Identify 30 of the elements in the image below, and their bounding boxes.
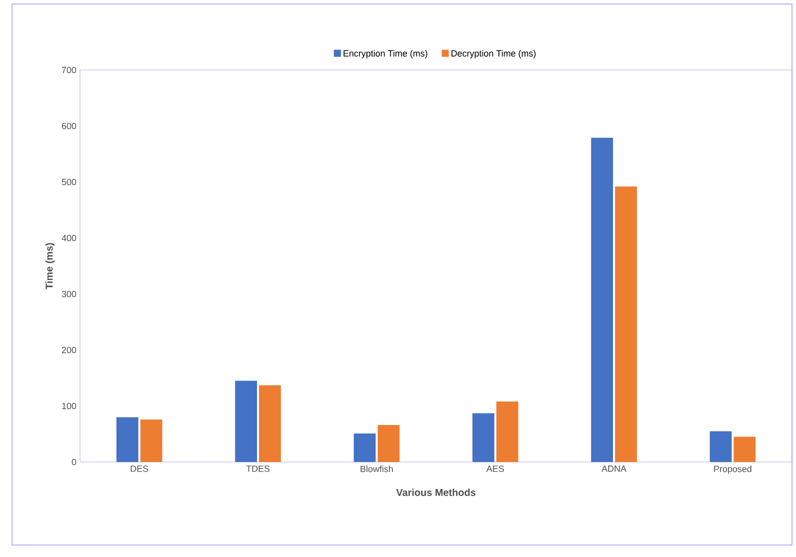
x-tick-label: AES (486, 466, 504, 472)
bar (235, 380, 258, 462)
x-tick-label: DES (130, 466, 148, 472)
bar (354, 433, 376, 462)
bar (615, 186, 637, 462)
y-tick-label: 400 (62, 234, 76, 242)
bar (591, 138, 614, 462)
x-tick-label: ADNA (602, 466, 626, 472)
legend-label: Decryption Time (ms) (452, 50, 536, 58)
bar (710, 431, 732, 462)
x-tick-label: TDES (246, 466, 270, 472)
y-tick-label: 700 (62, 66, 76, 74)
bar (734, 436, 756, 462)
y-tick-label: 200 (62, 346, 76, 354)
y-axis-title: Time (ms) (45, 243, 55, 290)
x-tick-label: Proposed (714, 466, 752, 474)
bar (259, 385, 281, 462)
bar (496, 402, 518, 462)
bar (116, 417, 138, 462)
y-tick-label: 600 (62, 122, 76, 130)
legend-label: Encryption Time (ms) (344, 50, 428, 58)
bar (472, 413, 494, 462)
x-axis-title: Various Methods (396, 488, 476, 496)
y-tick-label: 0 (72, 458, 76, 466)
y-tick-label: 500 (62, 178, 76, 186)
bar (140, 419, 162, 462)
y-tick-label: 300 (62, 290, 76, 298)
x-tick-label: Blowfish (360, 466, 393, 472)
y-tick-label: 100 (62, 402, 76, 410)
bar (378, 425, 400, 462)
